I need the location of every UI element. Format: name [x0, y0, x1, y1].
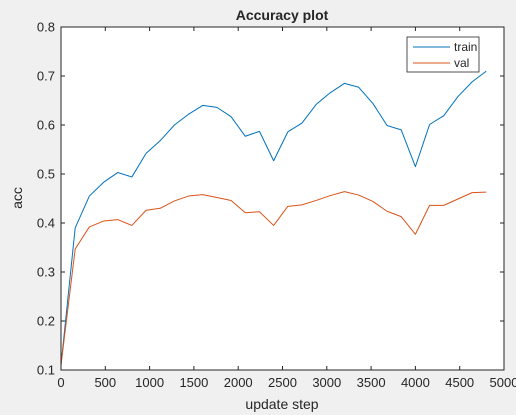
x-tick-label: 4500 — [445, 375, 474, 390]
y-axis-label: acc — [9, 187, 25, 209]
x-tick-label: 1500 — [179, 375, 208, 390]
x-tick-label: 4000 — [401, 375, 430, 390]
x-axis-label: update step — [245, 396, 318, 412]
x-tick-label: 500 — [94, 375, 116, 390]
x-tick-label: 2500 — [268, 375, 297, 390]
ticks-layer: 0 500 1000 1500 2000 2500 3000 3500 4000 4500 5000… — [37, 20, 516, 391]
series-line-train — [60, 70, 487, 366]
x-tick-label: 5000 — [490, 375, 516, 390]
y-tick-label: 0.5 — [37, 167, 55, 182]
y-tick-label: 0.8 — [37, 20, 55, 35]
y-tick-label: 0.6 — [37, 118, 55, 133]
plot-area — [61, 27, 504, 370]
legend: train val — [406, 36, 480, 73]
series-layer — [60, 70, 487, 366]
chart-title: Accuracy plot — [236, 7, 329, 23]
x-tick-label: 3000 — [312, 375, 341, 390]
legend-box — [406, 36, 480, 73]
y-tick-label: 0.7 — [37, 69, 55, 84]
y-tick-label: 0.3 — [37, 265, 55, 280]
legend-label-train: train — [454, 40, 477, 54]
y-tick-label: 0.2 — [37, 314, 55, 329]
x-tick-label: 3500 — [357, 375, 386, 390]
y-tick-label: 0.1 — [37, 363, 55, 378]
plot-box — [60, 26, 505, 371]
x-tick-label: 1000 — [135, 375, 164, 390]
series-line-val — [60, 191, 487, 366]
y-tick-label: 0.4 — [37, 216, 55, 231]
x-tick-label: 0 — [57, 375, 64, 390]
x-tick-label: 2000 — [224, 375, 253, 390]
legend-label-val: val — [454, 56, 469, 70]
